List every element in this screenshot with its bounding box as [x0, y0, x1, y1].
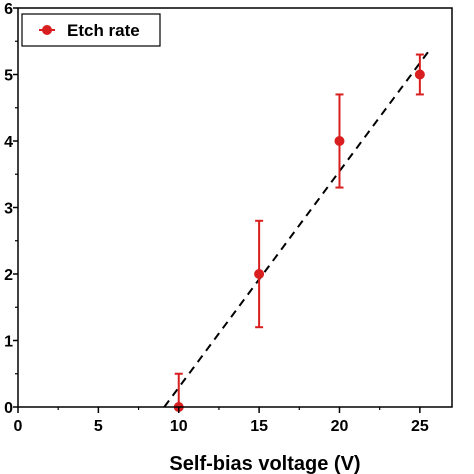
x-tick-label: 0	[14, 418, 23, 435]
x-tick-label: 15	[250, 418, 268, 435]
y-tick-label: 5	[4, 68, 13, 85]
y-tick-label: 4	[4, 134, 13, 151]
legend: Etch rate	[21, 13, 161, 47]
data-point	[414, 69, 425, 80]
legend-label: Etch rate	[67, 21, 140, 40]
y-tick-label: 6	[4, 1, 13, 18]
data-point	[254, 269, 265, 279]
x-tick-label: 20	[331, 418, 349, 435]
y-tick-label: 1	[4, 334, 13, 351]
x-tick-label: 5	[94, 418, 103, 435]
x-tick-label: 10	[170, 418, 188, 435]
plot-frame	[17, 7, 453, 408]
fit-line	[163, 47, 432, 408]
x-tick-label: 25	[411, 418, 429, 435]
y-tick-label: 0	[4, 400, 13, 417]
x-axis-label: Self-bias voltage (V)	[169, 453, 360, 474]
y-tick-label: 2	[4, 267, 13, 284]
data-point	[334, 136, 345, 146]
plot-area	[163, 47, 432, 412]
axes: 0 5 10 15 20 25 0 1 2 3 4 5 6	[4, 1, 453, 435]
y-tick-label: 3	[4, 201, 13, 218]
